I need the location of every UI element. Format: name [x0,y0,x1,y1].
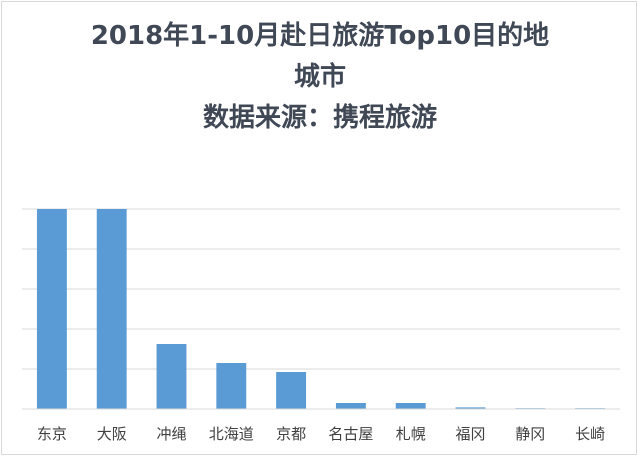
chart-title: 2018年1-10月赴日旅游Top10目的地 城市 数据来源：携程旅游 [0,16,640,139]
x-tick-label: 京都 [276,425,306,443]
x-tick-label: 札幌 [396,425,426,443]
x-tick-label: 静冈 [515,425,545,443]
bar-6 [335,403,366,409]
chart-title-line-1: 2018年1-10月赴日旅游Top10目的地 [90,21,550,51]
x-tick-label: 长崎 [575,425,605,443]
x-tick-label: 北海道 [209,425,254,443]
bar-4 [216,363,247,409]
chart-title-line-2: 城市 [293,62,346,92]
x-tick-label: 冲绳 [156,425,186,443]
bar-7 [395,403,426,409]
bar-2 [96,209,127,409]
chart-title-line-3: 数据来源：携程旅游 [202,103,437,133]
x-tick-label: 福冈 [455,425,485,443]
bar-3 [156,344,187,409]
bar-1 [36,209,67,409]
bar-8 [455,407,486,409]
x-tick-label: 东京 [37,425,67,443]
x-tick-label: 大阪 [97,425,127,443]
bar-5 [276,372,307,409]
x-tick-label: 名古屋 [328,425,373,443]
